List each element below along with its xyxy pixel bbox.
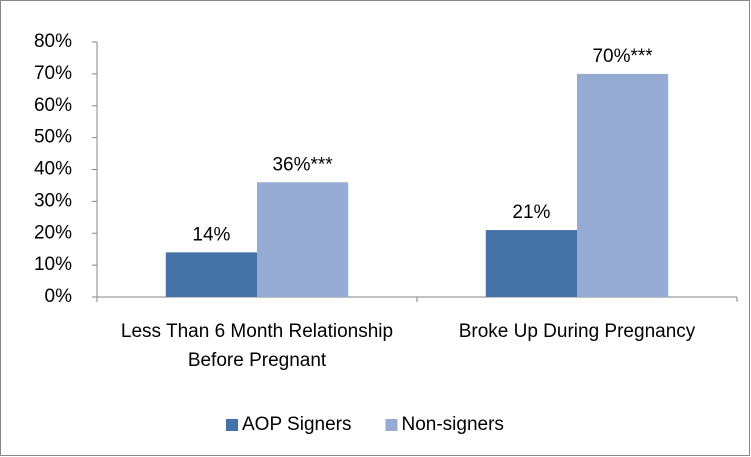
bar	[165, 252, 257, 297]
bar	[257, 182, 349, 297]
bar	[577, 73, 669, 297]
data-label: 70%***	[592, 46, 653, 67]
y-tick-label: 10%	[34, 254, 72, 275]
data-label: 36%***	[272, 154, 333, 175]
legend-label: Non-signers	[401, 414, 503, 435]
y-tick-label: 30%	[34, 190, 72, 211]
legend-swatch	[226, 419, 238, 431]
legend-label: AOP Signers	[242, 414, 351, 435]
y-tick-label: 60%	[34, 95, 72, 116]
y-tick-label: 50%	[34, 127, 72, 148]
data-label: 14%	[192, 224, 230, 245]
bar	[485, 230, 577, 297]
y-tick-label: 70%	[34, 63, 72, 84]
data-label: 21%	[512, 202, 550, 223]
y-tick-label: 80%	[34, 31, 72, 52]
y-tick-label: 20%	[34, 222, 72, 243]
y-tick-label: 40%	[34, 159, 72, 180]
x-tick-label: Broke Up During Pregnancy	[458, 321, 696, 342]
legend-swatch	[385, 419, 398, 431]
y-tick-label: 0%	[45, 286, 73, 307]
x-tick-label: Less Than 6 Month Relationship Before Pr…	[120, 321, 394, 371]
